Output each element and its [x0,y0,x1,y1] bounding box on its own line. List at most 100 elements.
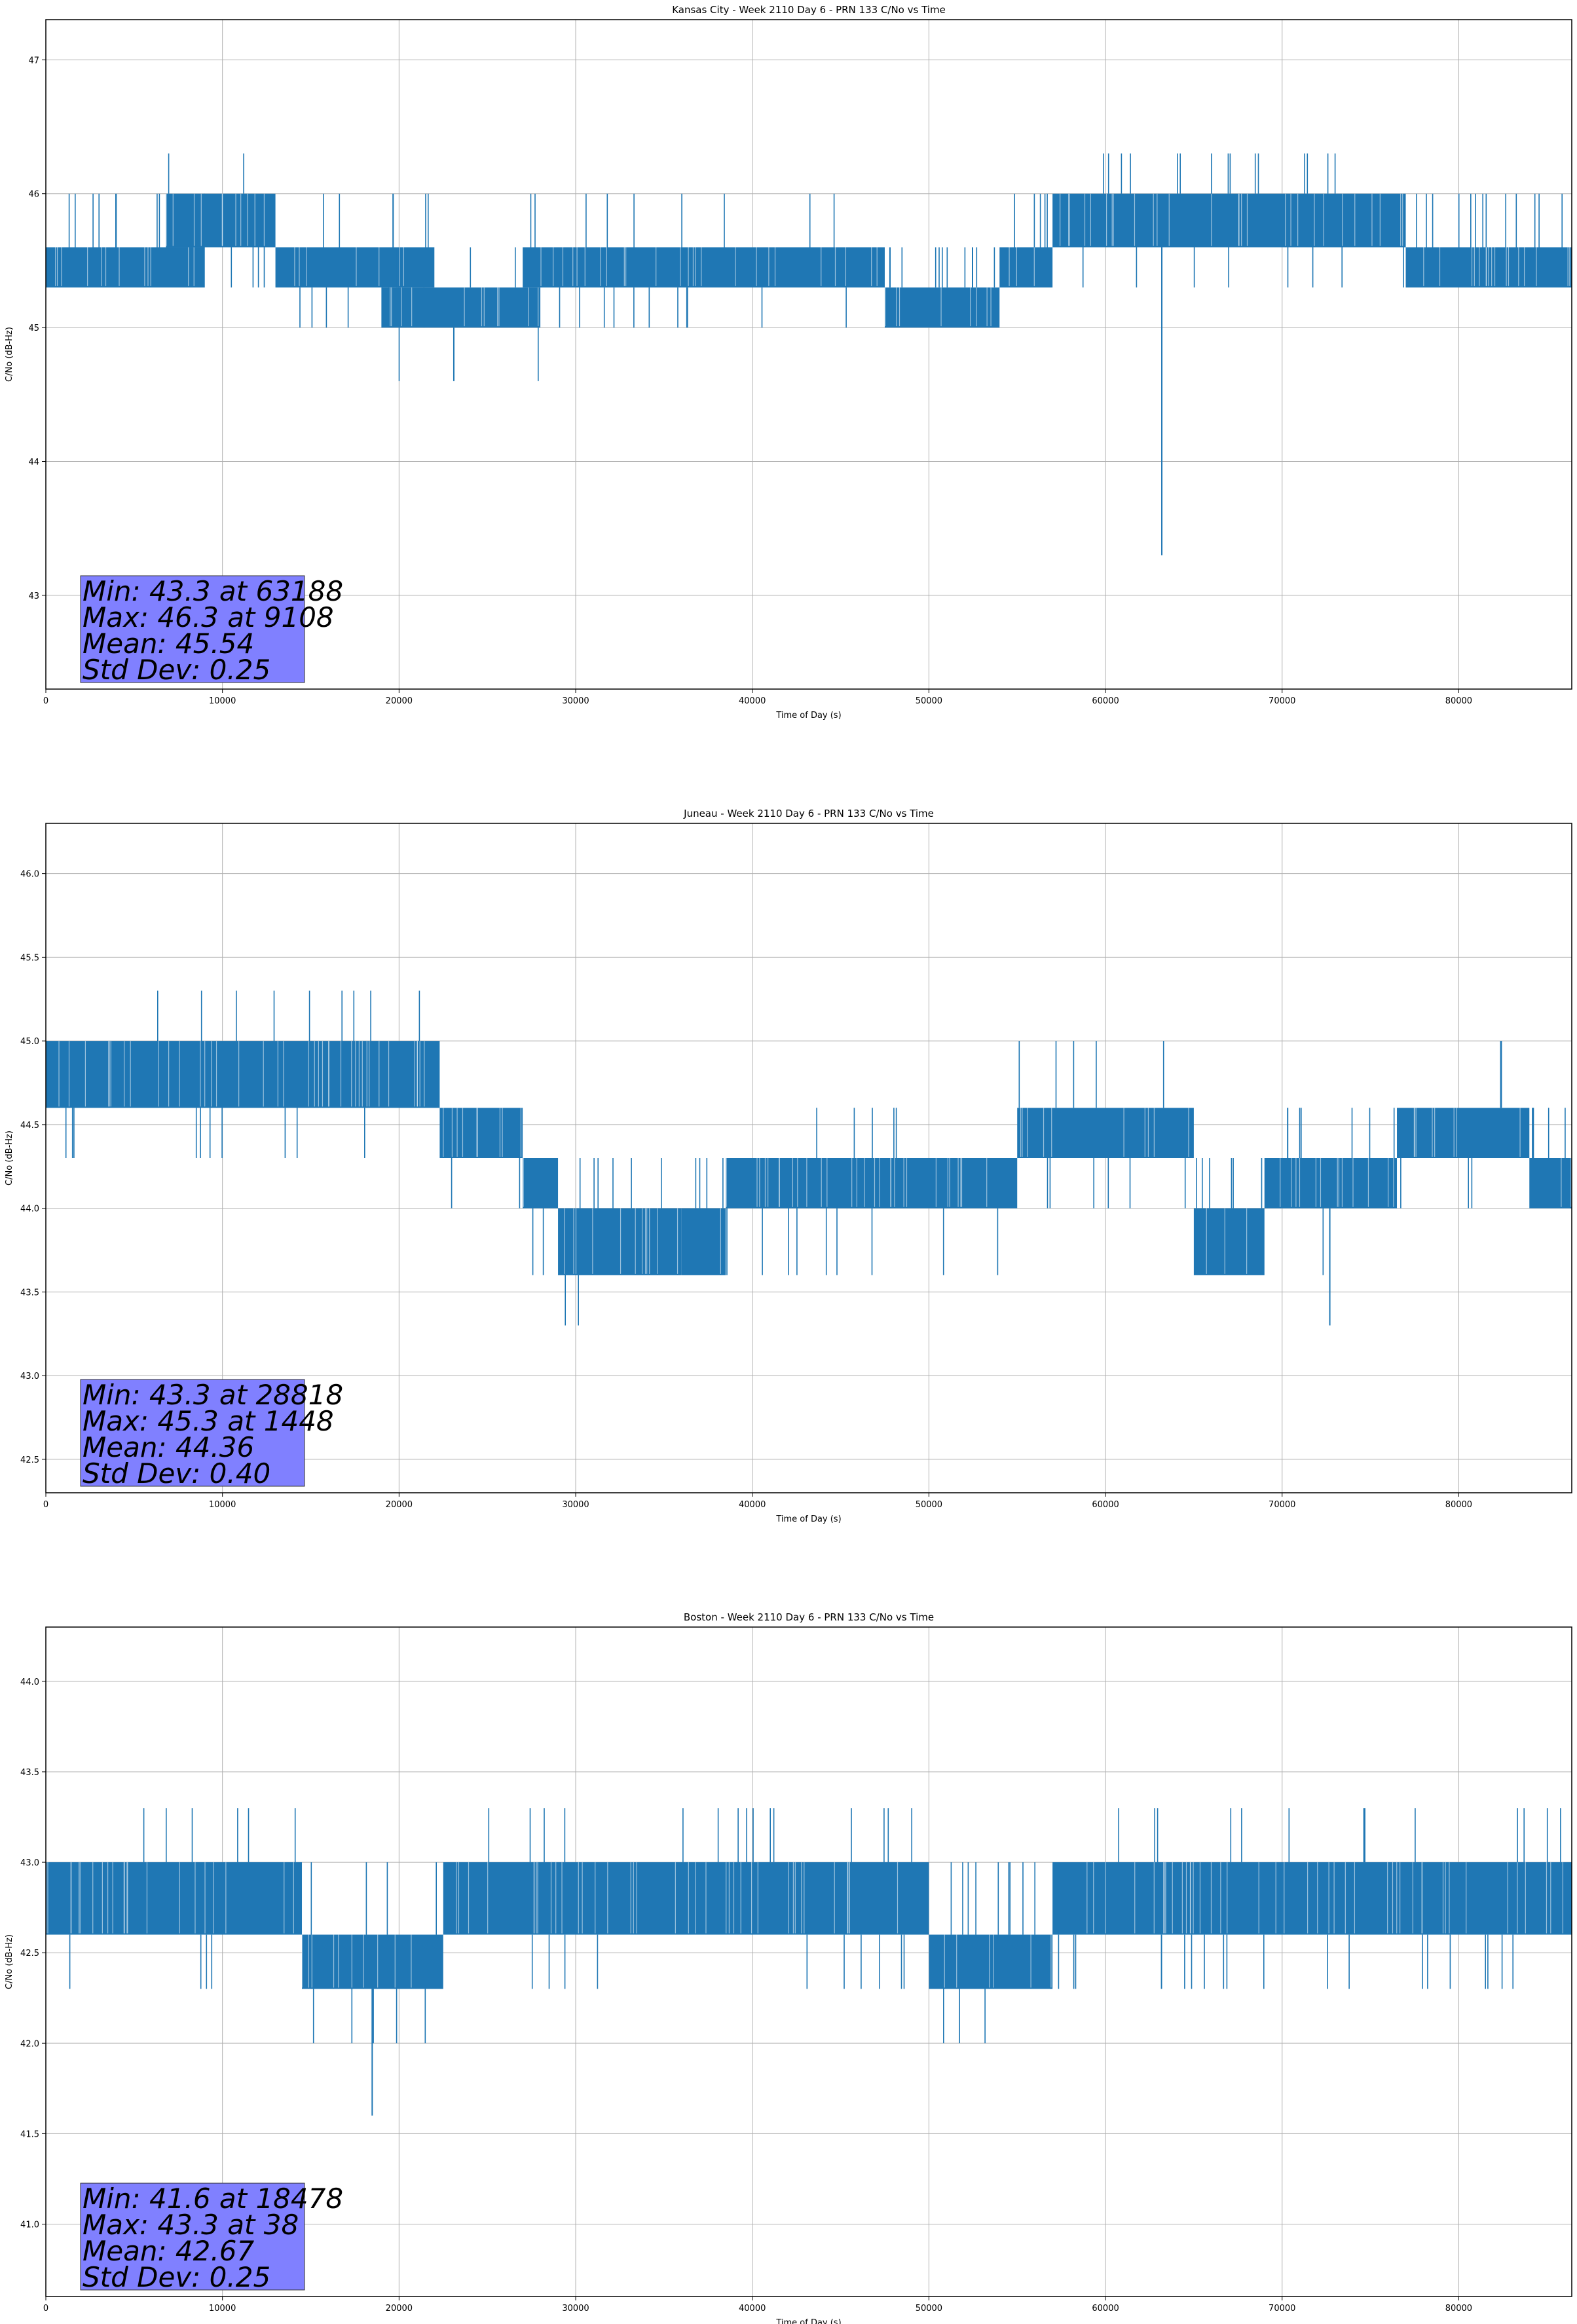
y-tick-label: 42.5 [20,1949,39,1959]
stats-std: Std Dev: 0.25 [83,2261,270,2293]
chart-title: Boston - Week 2110 Day 6 - PRN 133 C/No … [684,1611,934,1623]
data-series [46,1808,1572,2116]
x-tick-label: 40000 [739,2304,766,2314]
x-tick-label: 10000 [209,696,236,706]
x-tick-label: 50000 [916,1500,942,1510]
series-spikes [943,1862,1035,2044]
x-tick-label: 80000 [1445,696,1472,706]
series-band [1052,1862,1572,1935]
chart-panel-3: 0 10000 20000 30000 40000 50000 60000 70000 8000… [5,1611,1572,2324]
chart-panel-1: 0 10000 20000 30000 40000 50000 60000 70000 8000… [5,4,1572,721]
series-spikes [69,1808,296,1989]
y-tick-label: 41.0 [20,2221,39,2230]
y-tick-label: 41.5 [20,2129,39,2139]
series-band [726,1158,1018,1209]
y-axis-label: C/No (dB-Hz) [5,1131,14,1186]
x-tick-label: 0 [43,2304,48,2314]
stats-min: Min: 43.3 at 28818 [83,1379,343,1411]
series-band [1529,1158,1572,1209]
x-tick-label: 70000 [1269,1500,1295,1510]
series-spikes [168,153,265,288]
series-spikes [565,1158,662,1326]
series-spikes [1532,1108,1566,1158]
stats-box [80,1379,305,1487]
y-axis-label: C/No (dB-Hz) [5,1934,14,1989]
x-tick-label: 10000 [209,2304,236,2314]
series-band [1264,1158,1398,1209]
data-series [46,153,1572,555]
x-tick-label: 20000 [386,2304,413,2314]
series-band [46,1862,303,1935]
stats-min: Min: 43.3 at 63188 [83,575,343,607]
series-band [1193,1208,1265,1275]
plot-frame [45,19,1572,690]
x-axis-label: Time of Day (s) [775,2318,841,2324]
series-band [275,247,435,288]
y-tick-label: 44.5 [20,1121,39,1131]
x-tick-label: 60000 [1092,1500,1119,1510]
stats-box [80,575,305,683]
x-tick-label: 20000 [386,1500,413,1510]
series-band [381,287,541,328]
y-tick-label: 43 [28,591,39,601]
x-tick-label: 50000 [916,696,942,706]
series-band [439,1108,523,1158]
x-axis-label: Time of Day (s) [775,711,841,721]
series-spikes [532,1208,544,1275]
series-spikes [1058,1808,1561,1989]
chart-title: Kansas City - Week 2110 Day 6 - PRN 133 … [672,4,946,16]
stats-max: Max: 46.3 at 9108 [83,601,334,633]
y-tick-label: 46 [28,190,39,200]
x-tick-label: 30000 [562,2304,589,2314]
series-spikes [310,1862,437,2044]
y-tick-label: 44.0 [20,1205,39,1214]
y-tick-label: 43.5 [20,1288,39,1298]
stats-max: Max: 43.3 at 38 [83,2209,299,2241]
series-band [1017,1108,1194,1158]
stats-std: Std Dev: 0.25 [83,654,270,686]
series-band [166,193,276,248]
y-tick-label: 42.0 [20,2039,39,2049]
x-tick-label: 70000 [1269,696,1295,706]
stats-mean: Mean: 45.54 [83,628,254,660]
series-spikes [530,193,847,328]
data-series [46,990,1572,1326]
x-tick-label: 80000 [1445,2304,1472,2314]
series-spikes [65,990,420,1158]
series-spikes [889,247,995,288]
stats-max: Max: 45.3 at 1448 [83,1405,334,1437]
x-tick-label: 70000 [1269,2304,1295,2314]
series-band [558,1208,682,1275]
x-tick-label: 30000 [562,1500,589,1510]
series-band [523,1158,559,1209]
series-band [46,1041,440,1108]
x-tick-label: 80000 [1445,1500,1472,1510]
y-tick-label: 45.0 [20,1037,39,1047]
y-tick-label: 47 [28,56,39,66]
series-spikes [1196,1158,1263,1209]
series-spikes [1400,1041,1502,1209]
x-axis-label: Time of Day (s) [775,1514,841,1524]
series-band [443,1862,929,1935]
stats-min: Min: 41.6 at 18478 [83,2183,343,2215]
plot-frame [45,1626,1572,2297]
x-tick-label: 60000 [1092,2304,1119,2314]
plot-frame [45,823,1572,1493]
stats-box [80,2183,305,2291]
x-tick-label: 60000 [1092,696,1119,706]
chart-panel-2: 0 10000 20000 30000 40000 50000 60000 70000 8000… [5,808,1572,1524]
y-tick-label: 43.0 [20,1372,39,1381]
series-spikes [1018,1041,1186,1209]
series-spikes [1082,153,1404,288]
chart-title: Juneau - Week 2110 Day 6 - PRN 133 C/No … [683,808,934,819]
y-tick-label: 44.0 [20,1677,39,1687]
x-tick-label: 0 [43,1500,48,1510]
stats-mean: Mean: 42.67 [83,2235,254,2267]
series-spikes [1287,1108,1395,1275]
series-band [999,247,1053,288]
series-band [681,1208,726,1275]
y-tick-label: 43.0 [20,1858,39,1868]
x-tick-label: 10000 [209,1500,236,1510]
series-spikes [1416,193,1563,248]
